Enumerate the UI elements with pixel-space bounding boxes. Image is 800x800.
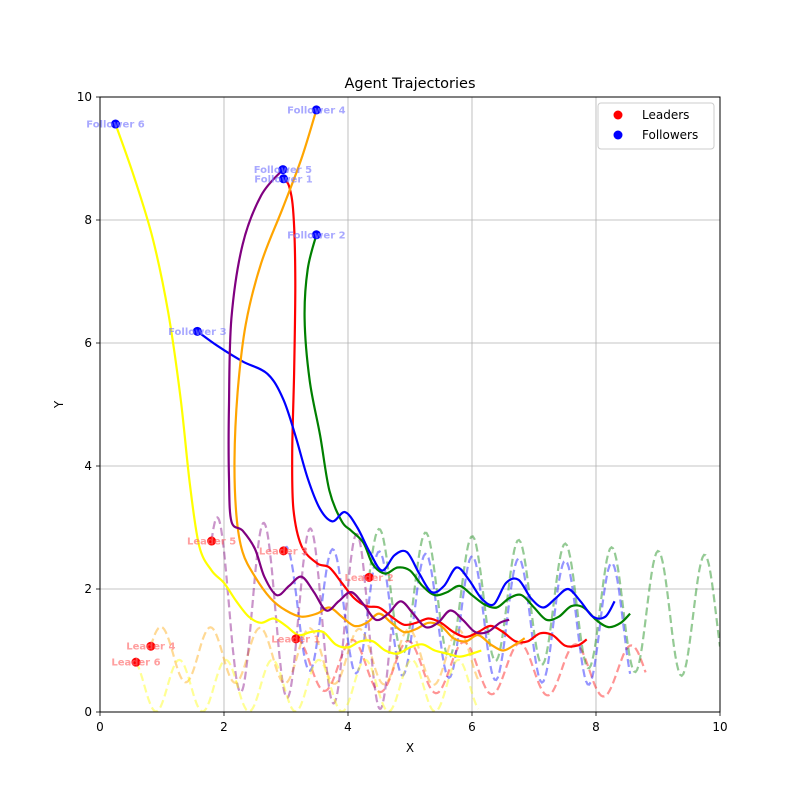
legend-box (597, 102, 715, 150)
x-axis-label: X (406, 741, 414, 755)
follower-4-marker (311, 105, 321, 115)
follower-3-label: Follower 3 (168, 327, 226, 338)
leader-3-marker (279, 546, 289, 556)
x-tick-label: 6 (468, 720, 476, 734)
y-tick-label: 0 (84, 705, 92, 719)
leader-3-trajectory (282, 545, 632, 686)
follower-5-trajectory (227, 168, 510, 635)
follower-1-trajectory (282, 178, 588, 648)
leaders-legend-label: Leaders (642, 108, 689, 122)
leader-5-label: Leader 5 (187, 537, 236, 548)
follower-6-label: Follower 6 (86, 120, 144, 131)
leader-6-trajectory (135, 658, 480, 712)
y-tick-label: 2 (84, 582, 92, 596)
leader-4-label: Leader 4 (126, 642, 175, 653)
follower-6-marker (111, 119, 120, 129)
leader-5-marker (207, 536, 217, 546)
agent-markers (111, 105, 374, 667)
x-tick-label: 10 (712, 720, 727, 734)
leader-1-marker (291, 634, 301, 644)
y-tick-label: 10 (77, 90, 92, 104)
follower-2-trajectory (303, 234, 631, 629)
leader-2-label: Leader 2 (344, 573, 393, 584)
leader-1-trajectory (295, 637, 647, 698)
chart-title: Agent Trajectories (344, 76, 475, 92)
leader-2-marker (364, 572, 374, 582)
leader-3-label: Leader 3 (259, 546, 308, 557)
follower-5-marker (278, 165, 288, 175)
plot-frame (99, 96, 721, 713)
x-tick-label: 8 (592, 720, 600, 734)
leader-6-marker (131, 657, 141, 667)
followers-legend-marker (613, 130, 623, 140)
leader-4-marker (146, 641, 156, 651)
leaders-legend-marker (613, 110, 623, 120)
follower-1-marker (279, 174, 289, 184)
followers-legend-label: Followers (642, 128, 698, 142)
y-axis-label: Y (52, 400, 66, 409)
follower-6-trajectory (114, 123, 482, 658)
follower-2-marker (311, 230, 321, 240)
leader-trajectories (135, 516, 720, 712)
leader-2-trajectory (368, 527, 720, 678)
y-tick-label: 8 (84, 213, 92, 227)
follower-3-marker (192, 326, 202, 336)
y-tick-label: 4 (84, 459, 92, 473)
leader-6-label: Leader 6 (111, 658, 160, 669)
follower-1-label: Follower 1 (254, 174, 312, 185)
x-tick-label: 2 (220, 720, 228, 734)
follower-4-label: Follower 4 (287, 105, 345, 116)
follower-5-label: Follower 5 (254, 165, 312, 176)
leader-4-trajectory (149, 625, 480, 687)
agent-labels: Leader 1 Leader 2 Leader 3 Leader 4 Leader 5… (86, 105, 393, 668)
legend: Leaders Followers (597, 102, 715, 150)
axis-ticks: 0 2 4 6 8 10 0 2 4 6 8 10 (77, 90, 728, 734)
follower-2-label: Follower 2 (287, 230, 345, 241)
x-tick-label: 0 (96, 720, 104, 734)
grid (99, 96, 721, 713)
follower-trajectories (114, 109, 631, 658)
follower-3-trajectory (196, 330, 616, 620)
y-tick-label: 6 (84, 336, 92, 350)
leader-1-label: Leader 1 (271, 634, 320, 645)
x-tick-label: 4 (344, 720, 352, 734)
follower-4-trajectory (233, 109, 526, 652)
